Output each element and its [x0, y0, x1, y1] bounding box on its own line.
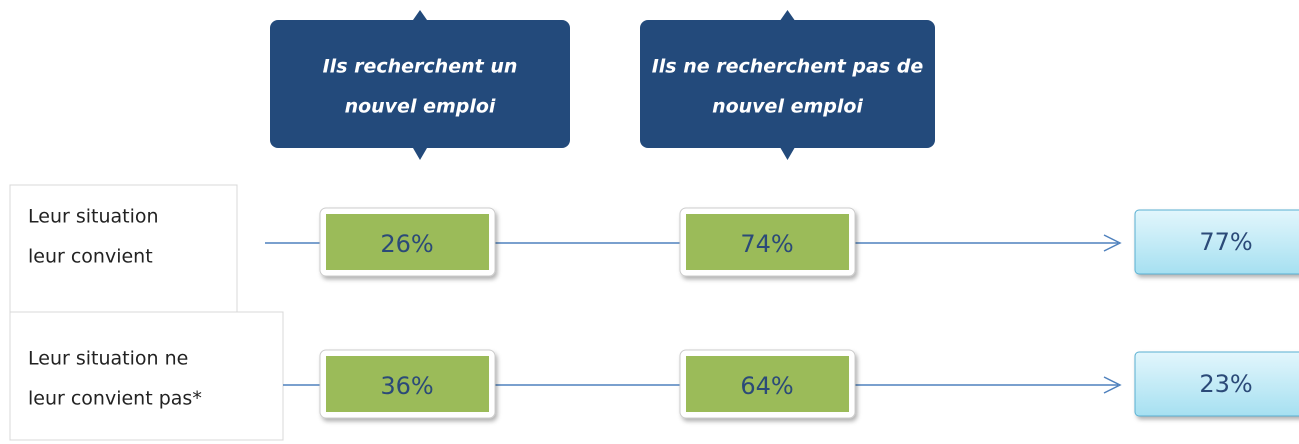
- row-label: leur convient pas*: [28, 388, 202, 410]
- header-box: [640, 20, 935, 148]
- row-label: Leur situation: [28, 206, 159, 228]
- total-box: [1134, 209, 1299, 275]
- arrow-head: [1103, 376, 1122, 394]
- value-text: 26%: [380, 230, 433, 258]
- header-text: nouvel emploi: [345, 96, 496, 118]
- value-text: 64%: [740, 372, 793, 400]
- header-text: nouvel emploi: [712, 96, 863, 118]
- value-box: [326, 356, 489, 412]
- row-label: Leur situation ne: [28, 348, 188, 370]
- row-label-box: [9, 311, 284, 441]
- header-text: Ils recherchent un: [323, 56, 518, 78]
- row-label-box: [9, 184, 238, 313]
- value-box: [686, 214, 849, 270]
- total-text: 77%: [1199, 228, 1252, 256]
- total-box: [1134, 351, 1299, 417]
- header-text: Ils ne recherchent pas de: [652, 56, 924, 78]
- value-text: 74%: [740, 230, 793, 258]
- value-box: [686, 356, 849, 412]
- arrow-head: [1103, 234, 1122, 252]
- header-box: [270, 20, 570, 148]
- value-text: 36%: [380, 372, 433, 400]
- row-label: leur convient: [28, 246, 153, 268]
- total-text: 23%: [1199, 370, 1252, 398]
- value-box: [326, 214, 489, 270]
